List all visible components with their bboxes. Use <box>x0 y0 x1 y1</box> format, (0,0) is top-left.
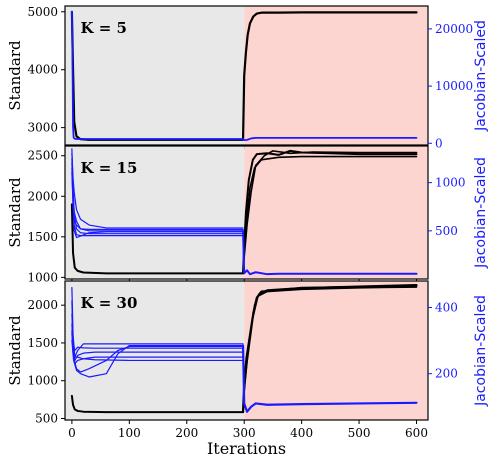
left-axis-title: Standard <box>6 177 24 248</box>
standard-series-line-3 <box>242 150 418 275</box>
phase-background-first <box>65 281 245 420</box>
jacobian-series-line-1 <box>70 10 418 142</box>
left-tick-label: 500 <box>35 411 58 425</box>
standard-series-line-0 <box>70 10 418 141</box>
series-group <box>70 10 418 142</box>
plot-frame <box>64 5 429 146</box>
standard-series-line-0 <box>70 203 245 275</box>
jacobian-series-line-10 <box>71 333 244 373</box>
panel-k-5: 3000 4000 5000 0 10000 20000 K = 5 Standard Jaco… <box>6 5 489 150</box>
panel-k-30: 500 1000 1500 2000 200 400 K = 30 Standard Jacob… <box>6 280 489 425</box>
jacobian-series-line-4 <box>71 153 244 229</box>
right-tick-label: 500 <box>435 224 458 238</box>
left-tick-label: 1000 <box>27 270 58 284</box>
right-tick-label: 20000 <box>435 22 473 36</box>
right-axis-title: Jacobian-Scaled <box>473 157 489 269</box>
left-tick-label: 5000 <box>27 5 58 19</box>
x-tick-label: 300 <box>233 426 256 440</box>
left-tick-label: 2500 <box>27 149 58 163</box>
right-tick-label: 200 <box>435 367 458 381</box>
plot-frame <box>64 145 429 280</box>
x-tick-label: 600 <box>405 426 428 440</box>
plot-frame <box>64 280 429 421</box>
series-group <box>70 283 418 414</box>
right-axis-title: Jacobian-Scaled <box>473 20 489 132</box>
left-tick-label: 2000 <box>27 298 58 312</box>
left-tick-label: 2000 <box>27 189 58 203</box>
panel-k-15: 1000 1500 2000 2500 500 1000 K = 15 Standard Jac… <box>6 145 489 284</box>
left-tick-label: 1000 <box>27 374 58 388</box>
right-tick-label: 0 <box>435 136 443 150</box>
right-tick-label: 10000 <box>435 79 473 93</box>
left-tick-label: 4000 <box>27 63 58 77</box>
phase-background-first <box>65 146 245 279</box>
x-tick-label: 100 <box>118 426 141 440</box>
x-tick-label: 400 <box>290 426 313 440</box>
jacobian-series-line-10 <box>242 229 418 276</box>
left-tick-label: 3000 <box>27 121 58 135</box>
left-axis-title: Standard <box>6 315 24 386</box>
right-axis-title: Jacobian-Scaled <box>473 295 489 407</box>
left-tick-label: 1500 <box>27 230 58 244</box>
left-axis-title: Standard <box>6 40 24 111</box>
phase-background-second <box>244 146 428 279</box>
x-tick-label: 200 <box>175 426 198 440</box>
standard-series-line-0 <box>70 394 245 414</box>
k-label: K = 15 <box>81 159 138 177</box>
left-tick-label: 1500 <box>27 336 58 350</box>
x-tick-label: 500 <box>348 426 371 440</box>
series-group <box>70 148 418 276</box>
phase-background-second <box>244 6 428 145</box>
jacobian-series-line-11 <box>241 344 418 413</box>
k-label: K = 5 <box>81 19 128 37</box>
standard-series-line-3 <box>242 286 418 413</box>
phase-background-second <box>244 281 428 420</box>
right-tick-label: 400 <box>435 300 458 314</box>
jacobian-series-line-9 <box>71 167 244 239</box>
x-tick-label: 0 <box>68 426 76 440</box>
jacobian-series-line-6 <box>71 313 244 352</box>
k-label: K = 30 <box>81 294 138 312</box>
phase-background-first <box>65 6 245 145</box>
x-axis-title: Iterations <box>207 439 286 458</box>
right-tick-label: 1000 <box>435 176 466 190</box>
